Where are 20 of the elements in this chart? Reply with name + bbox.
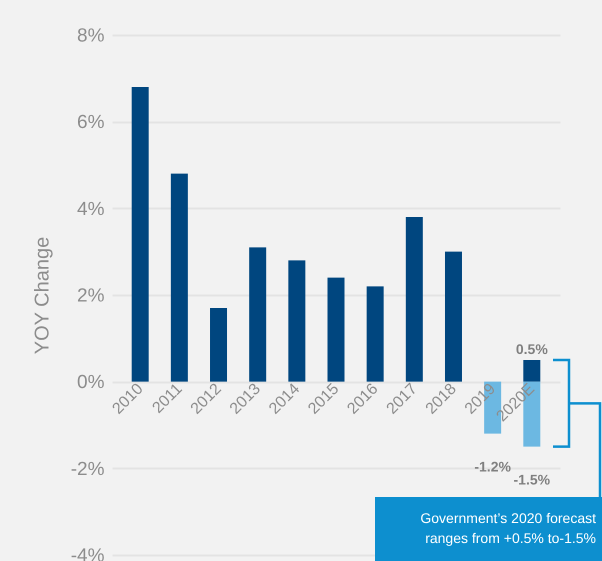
y-tick-label: -2% (70, 458, 105, 480)
data-label: 0.5% (516, 341, 548, 357)
bar (288, 260, 306, 382)
y-tick-label: 4% (77, 198, 105, 220)
bar (366, 286, 384, 382)
bar (170, 174, 188, 382)
data-label: -1.5% (514, 472, 551, 488)
y-tick-label: 8% (77, 26, 105, 46)
bar (210, 308, 228, 382)
data-label: -1.2% (474, 458, 512, 475)
y-axis-title: YOY Change (32, 236, 54, 354)
bar (406, 217, 423, 382)
y-tick-label: 0% (77, 372, 105, 394)
bar (328, 278, 344, 382)
bar (249, 247, 266, 382)
bar (523, 360, 540, 382)
bar (132, 87, 149, 382)
y-tick-label: 2% (77, 286, 105, 306)
y-tick-label: 6% (77, 112, 105, 134)
bar (444, 252, 462, 382)
